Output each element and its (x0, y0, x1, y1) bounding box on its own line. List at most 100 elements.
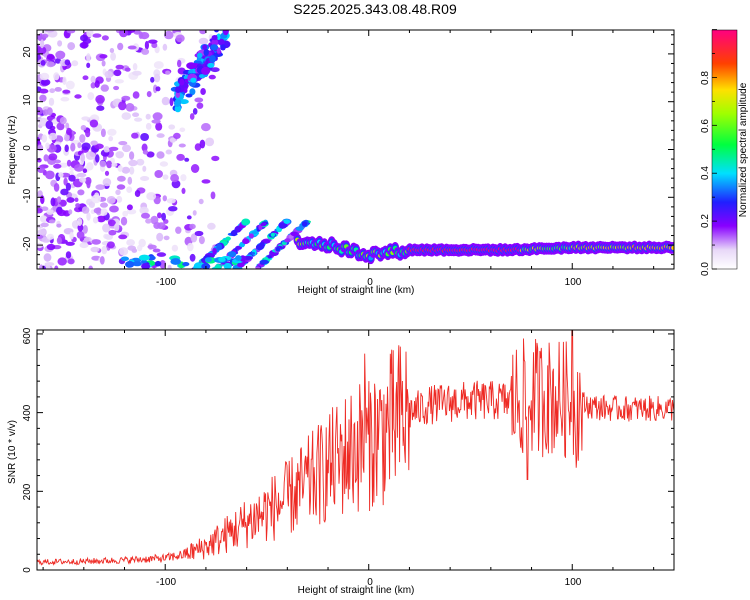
colorbar-tick-label: 0.0 (700, 262, 711, 276)
heatmap-blob (187, 242, 194, 252)
heatmap-blob (79, 134, 86, 143)
heatmap-blob (189, 88, 196, 96)
heatmap-blob (194, 262, 203, 269)
heatmap-blob (211, 155, 220, 162)
heatmap-blob (199, 30, 207, 35)
heatmap-blob (114, 79, 125, 84)
heatmap-blob (179, 78, 185, 86)
heatmap-blob (99, 160, 107, 168)
heatmap-blob (150, 76, 155, 83)
heatmap-blob (295, 226, 304, 231)
heatmap-blob (87, 92, 95, 101)
heatmap-blob (40, 78, 51, 86)
heatmap-blob (251, 231, 258, 235)
heatmap-blob (220, 44, 226, 51)
heatmap-blob (108, 229, 117, 236)
heatmap-blob (122, 144, 131, 153)
heatmap-blob (79, 242, 89, 249)
heatmap-blob (161, 212, 167, 221)
heatmap-blob (64, 144, 69, 153)
heatmap-blob (153, 84, 158, 94)
top-y-tick-label: 10 (22, 94, 33, 106)
heatmap-blob (101, 245, 108, 255)
heatmap-blob (90, 140, 98, 146)
heatmap-blob (46, 61, 55, 68)
heatmap-blob (207, 222, 216, 230)
heatmap-blob (283, 219, 291, 225)
heatmap-blob (62, 76, 67, 86)
heatmap-blob (95, 154, 100, 163)
heatmap-blob (120, 256, 129, 262)
heatmap-blob (69, 231, 74, 240)
heatmap-blob (68, 174, 76, 182)
heatmap-blob (132, 91, 140, 99)
heatmap-blob (176, 153, 185, 161)
colorbar: 0.0 0.2 0.4 0.6 0.8 Normalized spectral … (700, 29, 749, 276)
heatmap-blob (81, 116, 90, 121)
heatmap-blob (132, 62, 138, 71)
heatmap-blob (170, 174, 180, 183)
heatmap-blob (185, 93, 193, 98)
heatmap-blob (125, 103, 135, 112)
heatmap-blob (192, 108, 198, 115)
colorbar-tick-label: 0.4 (700, 166, 711, 180)
heatmap-blob (101, 60, 106, 67)
heatmap-blob (37, 137, 40, 145)
heatmap-blob (53, 163, 62, 169)
heatmap-blob (235, 255, 242, 261)
heatmap-blob (128, 159, 138, 167)
colorbar-gradient (712, 30, 737, 269)
heatmap-blob (156, 151, 165, 159)
heatmap-blob (121, 166, 130, 174)
heatmap-blob (80, 153, 85, 163)
heatmap-blob (37, 208, 43, 214)
heatmap-blob (210, 67, 220, 73)
heatmap-blob (67, 258, 75, 265)
heatmap-blob (106, 160, 112, 169)
top-y-tick-label: 0 (22, 145, 33, 151)
bottom-y-tick-label: 600 (22, 327, 33, 344)
heatmap-blob (162, 195, 167, 202)
heatmap-blob (148, 39, 158, 44)
heatmap-blob (50, 197, 56, 207)
heatmap-blob (218, 257, 226, 262)
heatmap-blob (86, 30, 94, 38)
heatmap-blob (82, 225, 88, 234)
heatmap-blob (100, 202, 108, 208)
heatmap-blob (196, 52, 203, 59)
heatmap-blob (138, 238, 146, 248)
heatmap-blob (101, 35, 109, 41)
heatmap-blob (40, 39, 45, 49)
heatmap-blob (270, 232, 276, 237)
heatmap-blob (103, 146, 110, 153)
heatmap-blob (151, 119, 161, 124)
heatmap-blob (194, 97, 204, 103)
heatmap-blob (56, 196, 62, 203)
heatmap-blob (104, 170, 110, 176)
heatmap-blob (48, 132, 58, 141)
heatmap-blob (260, 222, 267, 227)
heatmap-blob (144, 40, 149, 50)
heatmap-blob (85, 151, 96, 160)
heatmap-blob (66, 197, 75, 203)
heatmap-blob (205, 137, 215, 147)
heatmap-blob (95, 94, 105, 104)
heatmap-blob (194, 230, 204, 237)
heatmap-blob (147, 244, 157, 250)
heatmap-blob (121, 95, 131, 101)
heatmap-blob (46, 233, 55, 240)
heatmap-blob (178, 143, 186, 148)
top-y-tick-label: -10 (22, 188, 33, 203)
heatmap-blob (145, 122, 152, 130)
heatmap-blob (165, 70, 171, 75)
heatmap-blob (241, 218, 251, 226)
heatmap-blob (186, 62, 197, 70)
heatmap-blob (222, 21, 228, 25)
heatmap-blob (200, 88, 206, 95)
heatmap-blob (81, 41, 88, 49)
heatmap-blob (171, 244, 179, 252)
heatmap-blob (45, 170, 55, 180)
heatmap-blob (162, 43, 168, 51)
heatmap-blob (140, 176, 150, 181)
heatmap-blob (159, 161, 169, 167)
